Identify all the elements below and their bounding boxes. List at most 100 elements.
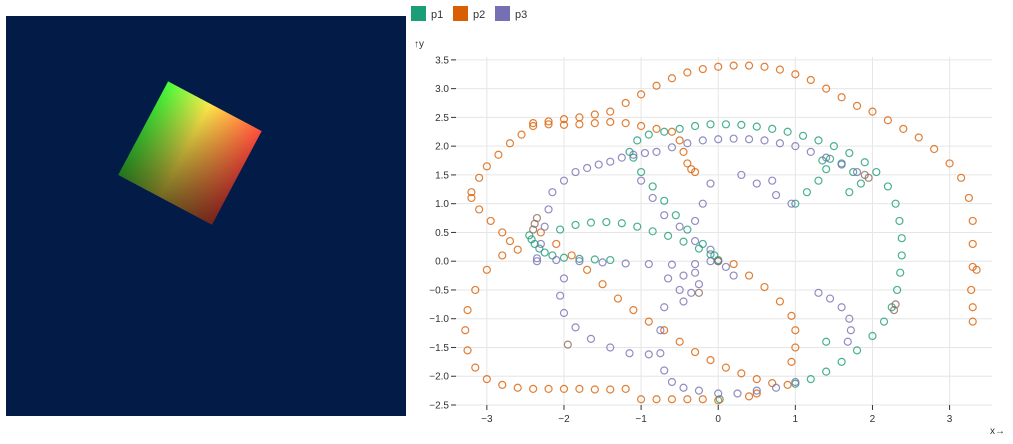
- data-point: [852, 101, 862, 110]
- data-point: [706, 356, 715, 365]
- data-point: [648, 193, 657, 203]
- data-point: [690, 259, 700, 269]
- data-point: [683, 68, 692, 77]
- data-point: [606, 107, 615, 116]
- series-p2: [461, 61, 981, 405]
- data-point: [752, 122, 761, 131]
- data-point: [517, 130, 526, 139]
- data-point: [791, 326, 800, 335]
- points: [461, 61, 981, 405]
- data-point: [814, 288, 823, 297]
- data-point: [868, 331, 877, 341]
- data-point: [846, 326, 855, 335]
- chart-svg: −2.5 −2.0 −1.5 −1.0 −0.5 0.0 0.5 1.0 1.5 2.0 2.5 3.…: [411, 6, 1005, 437]
- data-point: [825, 154, 835, 163]
- data-point: [721, 120, 731, 129]
- legend: p1 p2 p3: [411, 6, 527, 21]
- data-point: [621, 98, 630, 108]
- data-point: [897, 234, 906, 243]
- data-point: [575, 120, 584, 129]
- data-point: [787, 311, 796, 320]
- data-point: [729, 61, 738, 70]
- data-point: [583, 265, 592, 274]
- data-point: [461, 326, 470, 335]
- data-point: [467, 193, 476, 203]
- data-point: [590, 110, 599, 119]
- data-point: [667, 395, 677, 404]
- data-point: [598, 258, 607, 267]
- data-point: [768, 176, 777, 185]
- data-point: [505, 236, 515, 246]
- x-tick-label: 1: [793, 414, 799, 425]
- data-point: [706, 245, 715, 254]
- data-point: [914, 133, 923, 142]
- data-point: [752, 179, 761, 188]
- data-point: [536, 228, 545, 237]
- data-point: [535, 244, 544, 253]
- data-point: [768, 124, 777, 134]
- x-axis-label: x→: [990, 426, 1005, 437]
- data-point: [544, 384, 553, 393]
- data-point: [529, 119, 538, 128]
- data-point: [837, 303, 846, 312]
- data-point: [806, 147, 815, 157]
- data-point: [629, 153, 638, 162]
- data-point: [644, 317, 653, 326]
- data-point: [575, 254, 584, 263]
- data-point: [463, 346, 472, 355]
- y-axis-label: ↑y: [414, 39, 424, 50]
- data-point: [660, 127, 669, 136]
- data-point: [552, 255, 561, 265]
- legend-swatch: [453, 6, 468, 21]
- data-point: [652, 147, 661, 157]
- data-point: [532, 254, 542, 263]
- data-point: [822, 153, 831, 162]
- y-tick-label: −2.5: [429, 401, 449, 412]
- data-point: [683, 395, 692, 404]
- data-point: [656, 326, 665, 335]
- legend-swatch: [411, 6, 426, 21]
- data-point: [590, 119, 599, 128]
- data-point: [837, 160, 846, 169]
- y-tick-label: 0.0: [435, 257, 449, 268]
- data-point: [806, 375, 815, 384]
- data-point: [683, 225, 692, 234]
- data-point: [783, 127, 792, 136]
- series-extra: [529, 170, 900, 349]
- data-point: [471, 285, 480, 295]
- y-tick-label: 0.5: [435, 228, 449, 239]
- data-point: [783, 380, 792, 389]
- data-point: [652, 124, 661, 134]
- data-point: [544, 120, 553, 129]
- data-point: [752, 389, 761, 398]
- data-point: [621, 384, 630, 393]
- data-point: [791, 70, 800, 79]
- data-point: [660, 196, 669, 205]
- data-point: [629, 305, 638, 315]
- data-point: [852, 346, 862, 355]
- data-point: [463, 305, 472, 315]
- data-point: [706, 179, 715, 188]
- data-point: [633, 136, 642, 145]
- data-point: [656, 349, 665, 358]
- data-point: [845, 148, 854, 158]
- data-point: [471, 363, 480, 372]
- data-point: [583, 163, 592, 173]
- data-point: [644, 259, 653, 269]
- data-point: [594, 160, 603, 169]
- data-point: [967, 285, 976, 295]
- data-point: [814, 176, 823, 185]
- data-point: [513, 245, 522, 254]
- data-point: [675, 222, 684, 231]
- data-point: [575, 384, 584, 393]
- data-point: [896, 268, 905, 277]
- data-point: [567, 251, 576, 260]
- data-point: [698, 136, 707, 145]
- data-point: [690, 268, 700, 277]
- data-point: [714, 389, 723, 398]
- data-point: [752, 386, 761, 395]
- scatter-chart: −2.5 −2.0 −1.5 −1.0 −0.5 0.0 0.5 1.0 1.5 2.0 2.5 3.…: [406, 0, 1013, 439]
- data-point: [706, 257, 715, 266]
- data-point: [548, 251, 557, 260]
- data-point: [559, 274, 569, 283]
